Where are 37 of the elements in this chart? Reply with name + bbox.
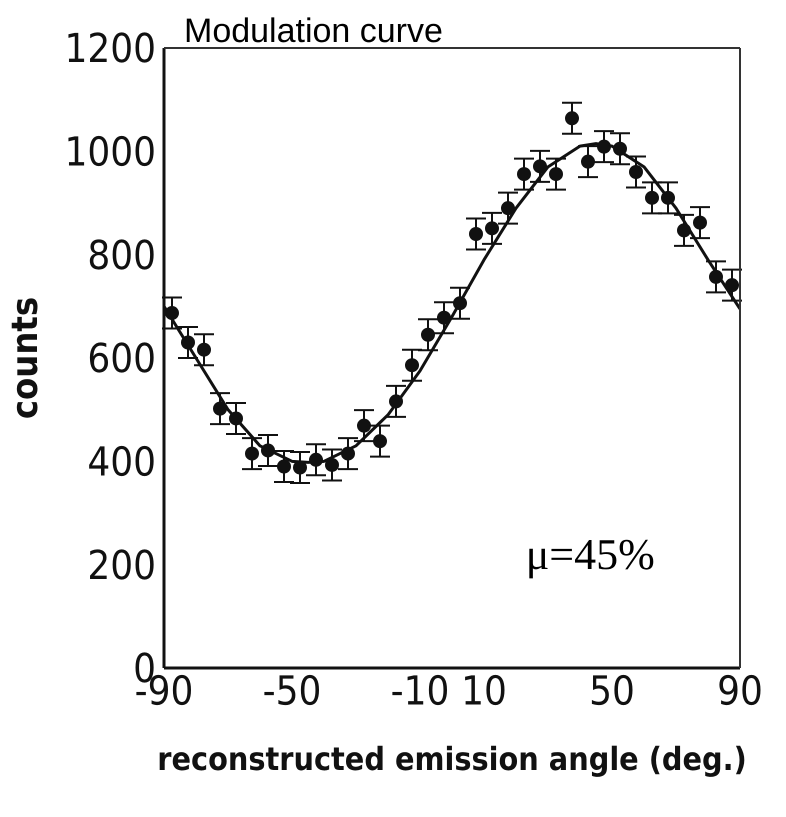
x-tick-label: 90 [717,668,763,714]
point [501,201,515,216]
point [325,458,339,472]
point [437,310,451,325]
point [549,167,563,182]
chart-title: Modulation curve [184,12,443,50]
point [565,111,579,126]
point [373,434,387,448]
annotation: μ=45% [526,530,655,579]
y-axis-title: counts [4,296,46,420]
y-tick-label: 200 [87,542,156,589]
point [245,446,259,461]
point [405,358,419,372]
point [629,165,643,179]
x-axis-title: reconstructed emission angle (deg.) [157,740,747,778]
point [421,328,435,342]
point [581,154,595,169]
x-tick-label: 10 [461,668,507,714]
point [485,221,499,236]
y-tick-label: 1200 [64,26,156,72]
point [197,342,211,357]
x-tick-label: 50 [589,668,635,714]
x-tick-label: -10 [390,668,450,714]
y-tick-label: 400 [87,440,156,486]
point [357,418,371,433]
point [693,216,707,230]
point [277,460,291,474]
point [645,190,659,205]
y-tick-label: 600 [87,336,156,382]
point [533,159,547,174]
point [517,167,531,182]
point [213,402,227,416]
point [725,278,739,292]
x-tick-label: -50 [262,668,322,714]
point [469,227,483,241]
y-tick-label: 1000 [64,130,156,176]
y-tick-label: 800 [87,232,156,279]
